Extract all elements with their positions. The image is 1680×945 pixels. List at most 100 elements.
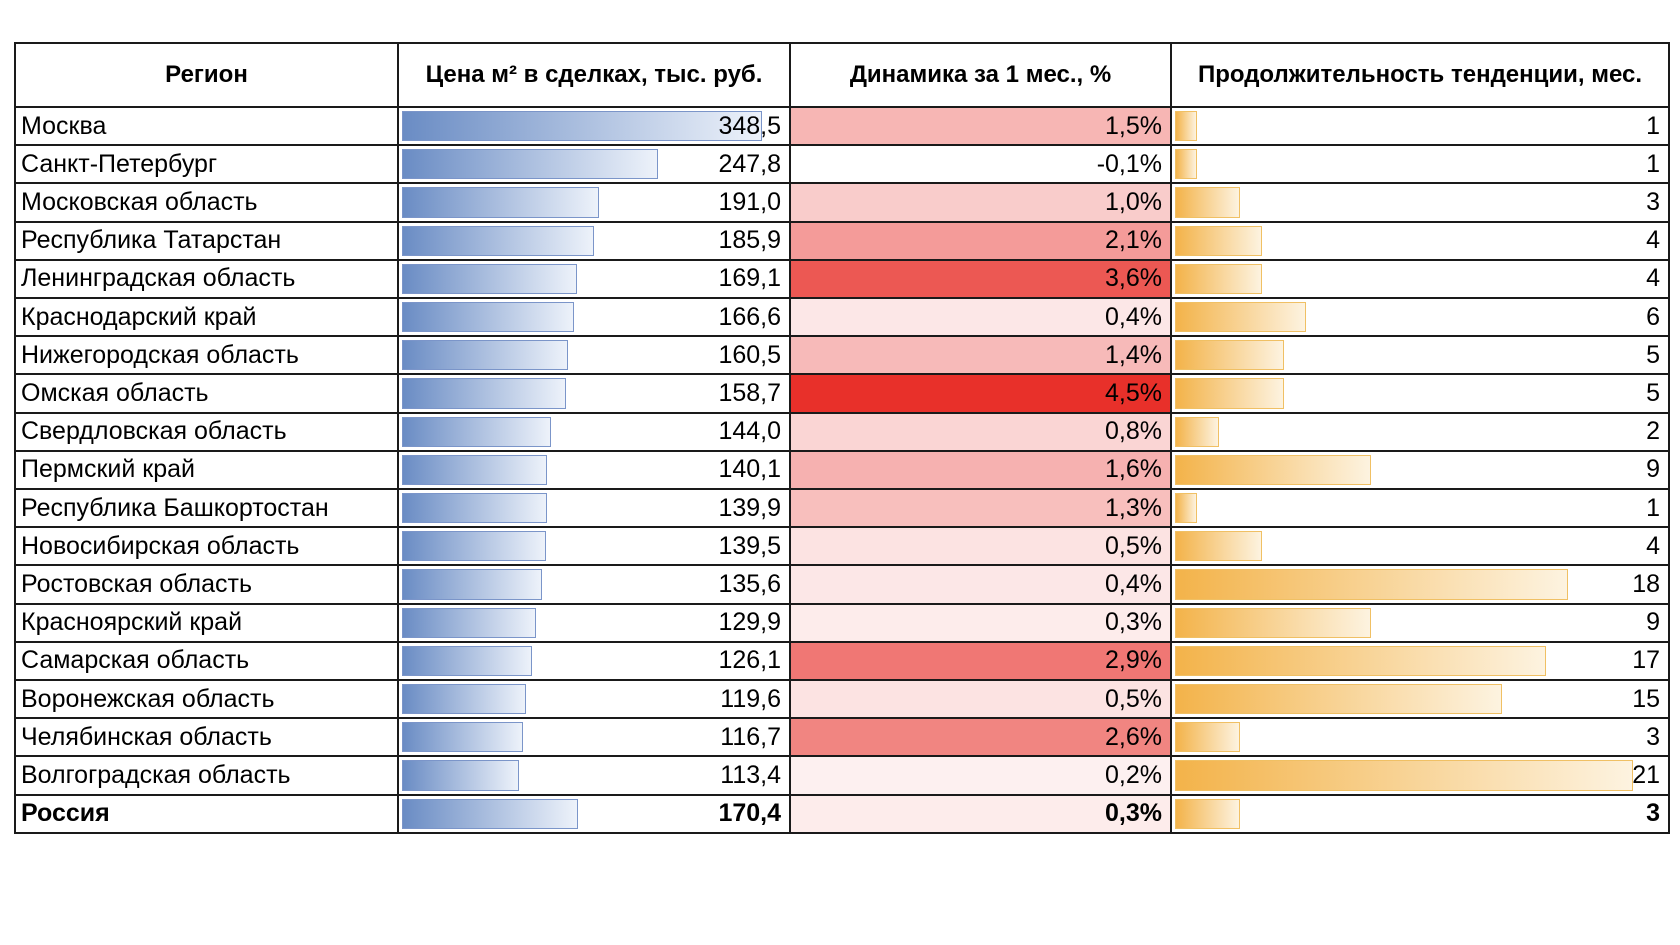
dynamics-cell[interactable]: 0,5%	[789, 528, 1170, 565]
price-cell[interactable]: 166,6	[397, 299, 789, 336]
price-cell[interactable]: 116,7	[397, 719, 789, 756]
region-label: Московская область	[21, 187, 258, 216]
data-table: Регион Цена м² в сделках, тыс. руб. Дина…	[14, 44, 1670, 896]
region-cell[interactable]: Республика Татарстан	[14, 222, 397, 259]
header-dynamics[interactable]: Динамика за 1 мес., %	[789, 44, 1170, 106]
duration-cell[interactable]: 1	[1170, 146, 1670, 183]
price-cell[interactable]: 126,1	[397, 642, 789, 679]
price-cell[interactable]: 139,9	[397, 490, 789, 527]
price-cell[interactable]: 135,6	[397, 566, 789, 603]
dynamics-cell[interactable]: 0,4%	[789, 299, 1170, 336]
region-cell[interactable]: Краснодарский край	[14, 299, 397, 336]
region-cell[interactable]: Самарская область	[14, 642, 397, 679]
dynamics-cell[interactable]: 1,0%	[789, 184, 1170, 221]
dynamics-heat	[791, 451, 1170, 488]
duration-value: 4	[1646, 264, 1660, 293]
price-cell[interactable]: 158,7	[397, 375, 789, 412]
dynamics-cell[interactable]: 1,5%	[789, 108, 1170, 145]
region-cell[interactable]: Новосибирская область	[14, 528, 397, 565]
duration-cell[interactable]: 1	[1170, 108, 1670, 145]
price-cell[interactable]: 140,1	[397, 451, 789, 488]
duration-cell[interactable]: 3	[1170, 795, 1670, 832]
price-cell[interactable]: 170,4	[397, 795, 789, 832]
price-cell[interactable]: 139,5	[397, 528, 789, 565]
region-cell[interactable]: Москва	[14, 108, 397, 145]
duration-cell[interactable]: 15	[1170, 681, 1670, 718]
table-row: Ростовская область 135,6 0,4% 18	[14, 566, 1670, 605]
region-label: Краснодарский край	[21, 302, 257, 331]
duration-cell[interactable]: 4	[1170, 260, 1670, 297]
dynamics-cell[interactable]: 3,6%	[789, 260, 1170, 297]
price-value: 116,7	[720, 722, 781, 751]
region-cell[interactable]: Республика Башкортостан	[14, 490, 397, 527]
dynamics-cell[interactable]: 1,3%	[789, 490, 1170, 527]
region-cell[interactable]: Свердловская область	[14, 413, 397, 450]
table-row: Пермский край 140,1 1,6% 9	[14, 451, 1670, 490]
dynamics-cell[interactable]: 4,5%	[789, 375, 1170, 412]
dynamics-heat	[791, 260, 1170, 297]
region-cell[interactable]: Омская область	[14, 375, 397, 412]
dynamics-cell[interactable]: -0,1%	[789, 146, 1170, 183]
dynamics-cell[interactable]: 0,2%	[789, 757, 1170, 794]
price-cell[interactable]: 160,5	[397, 337, 789, 374]
region-cell[interactable]: Пермский край	[14, 451, 397, 488]
dynamics-value: 0,3%	[1105, 799, 1162, 828]
price-cell[interactable]: 129,9	[397, 604, 789, 641]
duration-cell[interactable]: 4	[1170, 222, 1670, 259]
header-price[interactable]: Цена м² в сделках, тыс. руб.	[397, 44, 789, 106]
header-duration[interactable]: Продолжительность тенденции, мес.	[1170, 44, 1670, 106]
region-cell[interactable]: Воронежская область	[14, 681, 397, 718]
price-bar	[402, 263, 577, 294]
price-bar	[402, 225, 594, 256]
duration-cell[interactable]: 21	[1170, 757, 1670, 794]
dynamics-cell[interactable]: 0,4%	[789, 566, 1170, 603]
price-cell[interactable]: 169,1	[397, 260, 789, 297]
duration-cell[interactable]: 3	[1170, 184, 1670, 221]
dynamics-cell[interactable]: 0,3%	[789, 604, 1170, 641]
duration-cell[interactable]: 18	[1170, 566, 1670, 603]
duration-cell[interactable]: 9	[1170, 604, 1670, 641]
dynamics-cell[interactable]: 2,6%	[789, 719, 1170, 756]
dynamics-cell[interactable]: 0,3%	[789, 795, 1170, 832]
region-cell[interactable]: Ленинградская область	[14, 260, 397, 297]
price-cell[interactable]: 144,0	[397, 413, 789, 450]
duration-bar	[1175, 722, 1241, 753]
region-label: Ростовская область	[21, 569, 252, 598]
price-cell[interactable]: 185,9	[397, 222, 789, 259]
duration-value: 15	[1632, 684, 1660, 713]
duration-cell[interactable]: 17	[1170, 642, 1670, 679]
dynamics-cell[interactable]: 1,6%	[789, 451, 1170, 488]
region-cell[interactable]: Волгоградская область	[14, 757, 397, 794]
dynamics-cell[interactable]: 0,5%	[789, 681, 1170, 718]
dynamics-cell[interactable]: 0,8%	[789, 413, 1170, 450]
region-cell[interactable]: Красноярский край	[14, 604, 397, 641]
price-cell[interactable]: 348,5	[397, 108, 789, 145]
region-label: Новосибирская область	[21, 531, 300, 560]
region-cell[interactable]: Россия	[14, 795, 397, 832]
price-cell[interactable]: 191,0	[397, 184, 789, 221]
price-cell[interactable]: 113,4	[397, 757, 789, 794]
price-bar	[402, 111, 762, 142]
duration-cell[interactable]: 3	[1170, 719, 1670, 756]
duration-cell[interactable]: 9	[1170, 451, 1670, 488]
duration-cell[interactable]: 2	[1170, 413, 1670, 450]
table-row: Новосибирская область 139,5 0,5% 4	[14, 528, 1670, 567]
duration-bar	[1175, 302, 1306, 333]
region-cell[interactable]: Санкт-Петербург	[14, 146, 397, 183]
price-cell[interactable]: 119,6	[397, 681, 789, 718]
dynamics-cell[interactable]: 2,1%	[789, 222, 1170, 259]
region-cell[interactable]: Ростовская область	[14, 566, 397, 603]
region-cell[interactable]: Московская область	[14, 184, 397, 221]
duration-cell[interactable]: 1	[1170, 490, 1670, 527]
dynamics-cell[interactable]: 1,4%	[789, 337, 1170, 374]
duration-cell[interactable]: 4	[1170, 528, 1670, 565]
region-cell[interactable]: Челябинская область	[14, 719, 397, 756]
price-cell[interactable]: 247,8	[397, 146, 789, 183]
duration-cell[interactable]: 5	[1170, 375, 1670, 412]
region-label: Россия	[21, 799, 110, 828]
header-region[interactable]: Регион	[14, 44, 397, 106]
duration-cell[interactable]: 5	[1170, 337, 1670, 374]
dynamics-cell[interactable]: 2,9%	[789, 642, 1170, 679]
duration-cell[interactable]: 6	[1170, 299, 1670, 336]
region-cell[interactable]: Нижегородская область	[14, 337, 397, 374]
